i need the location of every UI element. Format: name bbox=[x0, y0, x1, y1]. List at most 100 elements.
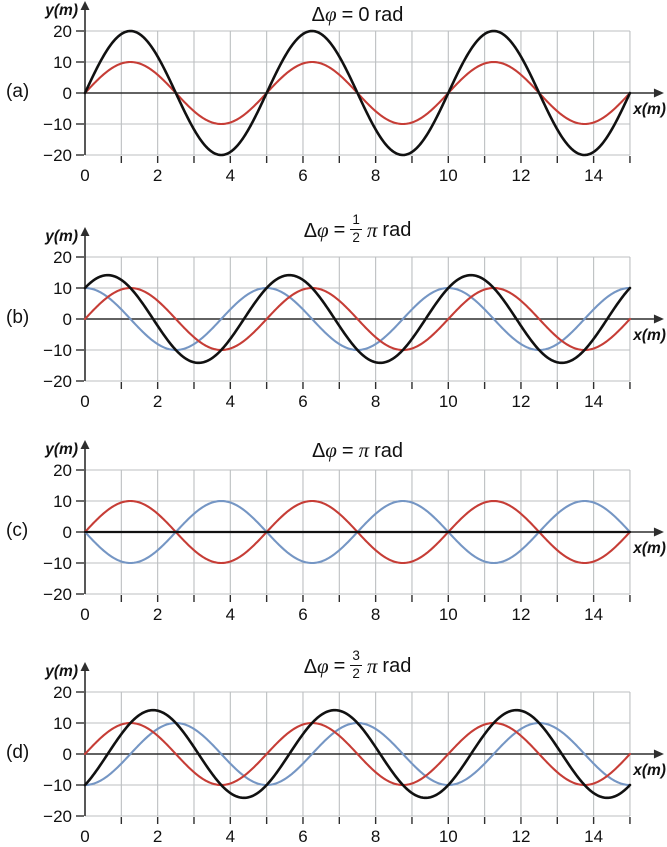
x-tick-label: 14 bbox=[584, 827, 603, 846]
panel-a-resultant-wave-black bbox=[83, 29, 632, 157]
x-tick-label: 2 bbox=[153, 605, 162, 624]
panel-c-label: (c) bbox=[6, 520, 29, 541]
phase-value: π bbox=[366, 653, 378, 678]
y-tick-label: −10 bbox=[43, 115, 72, 134]
panel-c-ticks bbox=[76, 469, 631, 602]
y-tick-label: 10 bbox=[53, 714, 72, 733]
y-tick-label: −20 bbox=[43, 585, 72, 604]
x-axis-arrow-icon bbox=[653, 88, 664, 98]
y-tick-label: −10 bbox=[43, 554, 72, 573]
panel-b-tick-labels: 0 2 4 6 8 10 12 14 20 10 0 −10 −20 bbox=[43, 248, 603, 411]
y-tick-label: 0 bbox=[63, 310, 72, 329]
y-axis-arrow-icon bbox=[80, 227, 90, 236]
y-tick-label: 20 bbox=[53, 461, 72, 480]
panel-d-tick-labels: 0 2 4 6 8 10 12 14 20 10 0 −10 −20 bbox=[43, 683, 603, 846]
x-tick-label: 14 bbox=[584, 166, 603, 185]
delta-phi-symbol: Δφ bbox=[311, 438, 337, 462]
unit-rad: rad bbox=[374, 439, 404, 462]
x-tick-label: 4 bbox=[226, 827, 235, 846]
x-tick-label: 6 bbox=[298, 827, 307, 846]
x-tick-label: 10 bbox=[439, 392, 458, 411]
delta-phi-symbol: Δφ bbox=[303, 217, 329, 242]
unit-rad: rad bbox=[382, 655, 412, 678]
x-tick-label: 8 bbox=[371, 605, 380, 624]
panel-b-ticks bbox=[76, 256, 631, 389]
equals-sign: = bbox=[333, 655, 346, 678]
x-axis-label: x(m) bbox=[632, 540, 666, 557]
panel-a-ticks bbox=[76, 30, 631, 163]
y-tick-label: −20 bbox=[43, 807, 72, 826]
y-tick-label: −10 bbox=[43, 776, 72, 795]
x-tick-label: 10 bbox=[439, 605, 458, 624]
x-tick-label: 0 bbox=[80, 392, 89, 411]
y-axis-arrow-icon bbox=[80, 662, 90, 671]
x-tick-label: 0 bbox=[80, 827, 89, 846]
x-tick-label: 10 bbox=[439, 827, 458, 846]
x-tick-label: 0 bbox=[80, 166, 89, 185]
x-axis-label: x(m) bbox=[632, 327, 666, 344]
delta-phi-symbol: Δφ bbox=[311, 2, 337, 26]
y-tick-label: 10 bbox=[53, 279, 72, 298]
y-tick-label: 20 bbox=[53, 22, 72, 41]
y-axis-arrow-icon bbox=[80, 440, 90, 449]
unit-rad: rad bbox=[374, 3, 404, 26]
y-axis-label: y(m) bbox=[44, 441, 78, 458]
x-axis-label: x(m) bbox=[632, 101, 666, 118]
phase-value: π bbox=[358, 438, 370, 462]
x-tick-label: 10 bbox=[439, 166, 458, 185]
unit-rad: rad bbox=[382, 219, 412, 242]
x-tick-label: 12 bbox=[511, 827, 530, 846]
x-axis-arrow-icon bbox=[653, 314, 664, 324]
x-tick-label: 14 bbox=[584, 392, 603, 411]
x-axis-label: x(m) bbox=[632, 762, 666, 779]
y-axis-label: y(m) bbox=[44, 2, 78, 19]
panel-d: 0 2 4 6 8 10 12 14 20 10 0 −10 −20 y(m) x(m) bbox=[43, 662, 666, 846]
panel-a-tick-labels: 0 2 4 6 8 10 12 14 20 10 0 −10 −20 bbox=[43, 22, 603, 185]
x-tick-label: 6 bbox=[298, 605, 307, 624]
equals-sign: = bbox=[333, 219, 346, 242]
panel-d-component-wave-red bbox=[83, 721, 632, 787]
equals-sign: = bbox=[341, 439, 354, 462]
x-tick-label: 12 bbox=[511, 605, 530, 624]
panel-d-ticks bbox=[76, 691, 631, 824]
x-tick-label: 4 bbox=[226, 605, 235, 624]
panel-c-title: Δφ = π rad bbox=[85, 438, 630, 462]
x-tick-label: 12 bbox=[511, 166, 530, 185]
x-tick-label: 2 bbox=[153, 827, 162, 846]
y-tick-label: 0 bbox=[63, 84, 72, 103]
x-tick-label: 12 bbox=[511, 392, 530, 411]
x-tick-label: 6 bbox=[298, 392, 307, 411]
x-axis-arrow-icon bbox=[653, 749, 664, 759]
y-tick-label: 20 bbox=[53, 683, 72, 702]
x-tick-label: 0 bbox=[80, 605, 89, 624]
x-tick-label: 8 bbox=[371, 166, 380, 185]
y-tick-label: −20 bbox=[43, 146, 72, 165]
y-tick-label: 10 bbox=[53, 492, 72, 511]
equals-sign: = bbox=[341, 3, 354, 26]
y-tick-label: 10 bbox=[53, 53, 72, 72]
panel-b-resultant-wave-black bbox=[83, 273, 632, 365]
panel-c-tick-labels: 0 2 4 6 8 10 12 14 20 10 0 −10 −20 bbox=[43, 461, 603, 624]
y-tick-label: −10 bbox=[43, 341, 72, 360]
y-tick-label: 0 bbox=[63, 745, 72, 764]
y-axis-arrow-icon bbox=[80, 1, 90, 10]
x-tick-label: 6 bbox=[298, 166, 307, 185]
panel-c: 0 2 4 6 8 10 12 14 20 10 0 −10 −20 y(m) x(m) bbox=[43, 440, 666, 624]
y-tick-label: 20 bbox=[53, 248, 72, 267]
x-axis-arrow-icon bbox=[653, 527, 664, 537]
x-tick-label: 8 bbox=[371, 827, 380, 846]
panel-b: 0 2 4 6 8 10 12 14 20 10 0 −10 −20 y(m) x(m) bbox=[43, 227, 666, 411]
phase-value: π bbox=[366, 217, 378, 242]
phase-value: 0 bbox=[358, 3, 370, 26]
y-tick-label: −20 bbox=[43, 372, 72, 391]
panel-a: 0 2 4 6 8 10 12 14 20 10 0 −10 −20 y(m) x(m) bbox=[43, 1, 666, 185]
panel-d-resultant-wave-black bbox=[83, 708, 632, 800]
x-tick-label: 2 bbox=[153, 166, 162, 185]
y-tick-label: 0 bbox=[63, 523, 72, 542]
